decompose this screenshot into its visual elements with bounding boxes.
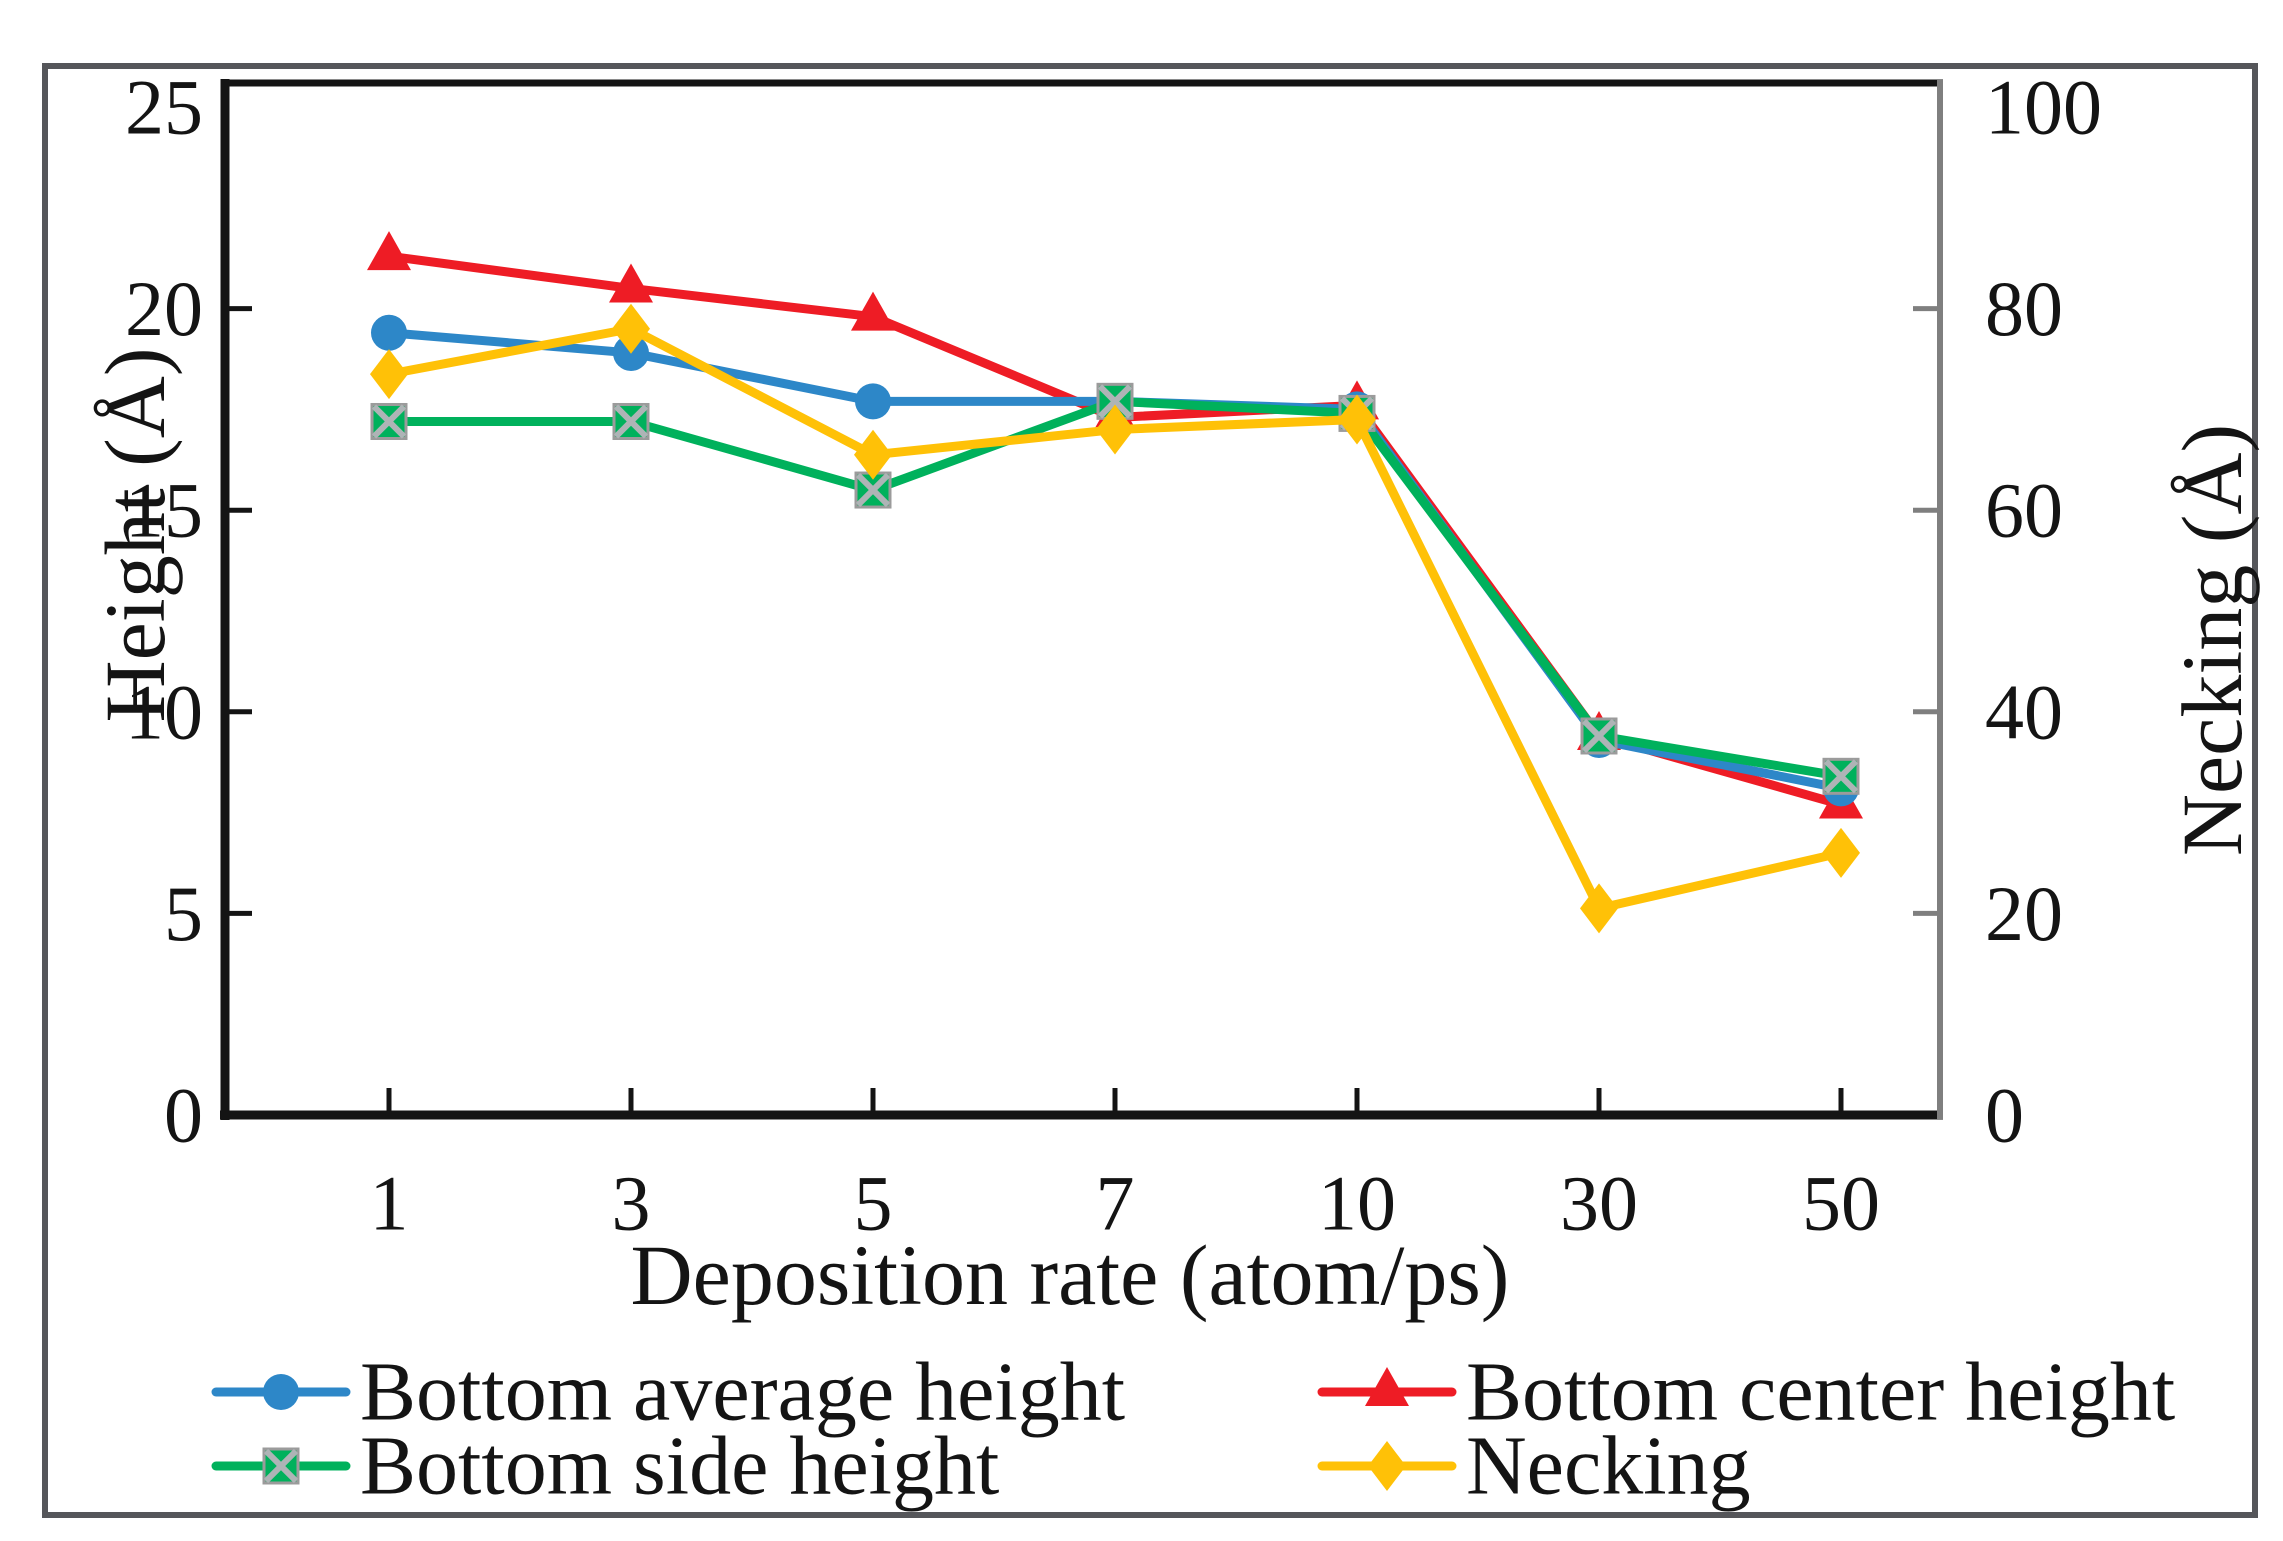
marker-diamond bbox=[854, 429, 892, 480]
legend-item-bottom-center-height: Bottom center height bbox=[1317, 1346, 2175, 1439]
legend-label: Bottom center height bbox=[1466, 1346, 2175, 1439]
legend-label: Bottom average height bbox=[360, 1346, 1125, 1439]
x-tick-label: 10 bbox=[1318, 1160, 1396, 1247]
x-tick-label: 7 bbox=[1096, 1160, 1135, 1247]
marker-triangle bbox=[609, 263, 653, 303]
y-right-tick-label: 80 bbox=[1985, 265, 2063, 352]
y-right-tick-label: 60 bbox=[1985, 467, 2063, 554]
y-left-tick-label: 5 bbox=[164, 870, 203, 957]
y-right-tick-label: 0 bbox=[1985, 1072, 2024, 1159]
legend-label: Bottom side height bbox=[360, 1420, 999, 1513]
y-left-tick-label: 25 bbox=[125, 64, 203, 151]
legend-label: Necking bbox=[1466, 1420, 1751, 1513]
series-line bbox=[384, 251, 1846, 810]
x-tick-label: 5 bbox=[854, 1160, 893, 1247]
marker-circle bbox=[263, 1374, 299, 1410]
figure-border bbox=[42, 63, 2258, 1518]
marker-diamond bbox=[612, 303, 650, 354]
x-axis: 1 3 5 7 10 30 50 bbox=[370, 1088, 1880, 1247]
y-right-tick-label: 100 bbox=[1985, 64, 2102, 151]
marker-circle bbox=[855, 383, 891, 420]
left-axis-title: Height (Å) bbox=[87, 348, 183, 723]
marker-square-x-stroke bbox=[1097, 384, 1133, 419]
y-left-tick-label: 15 bbox=[125, 467, 203, 554]
y-axis-right: 0 20 40 60 80 100 bbox=[1913, 64, 2102, 1159]
marker-diamond bbox=[370, 349, 408, 400]
marker-triangle bbox=[1365, 1367, 1409, 1406]
y-left-tick-label: 0 bbox=[164, 1072, 203, 1159]
y-left-tick-label: 10 bbox=[125, 668, 203, 755]
marker-diamond bbox=[1368, 1441, 1406, 1491]
right-axis-title: Necking (Å) bbox=[2164, 424, 2260, 856]
marker-square-x-stroke bbox=[1581, 718, 1617, 754]
x-tick-label: 30 bbox=[1560, 1160, 1638, 1247]
marker-square-x-stroke bbox=[371, 404, 407, 439]
y-right-tick-label: 40 bbox=[1985, 668, 2063, 755]
marker-diamond bbox=[1580, 883, 1618, 934]
series-necking bbox=[370, 303, 1860, 934]
legend-item-bottom-average-height: Bottom average height bbox=[211, 1346, 1125, 1439]
y-right-tick-label: 20 bbox=[1985, 870, 2063, 957]
legend-item-necking: Necking bbox=[1317, 1420, 1751, 1513]
series-bottom-center-height bbox=[367, 231, 1863, 819]
x-tick-label: 3 bbox=[612, 1160, 651, 1247]
marker-square-x-stroke bbox=[613, 404, 649, 439]
legend: Bottom average height Bottom center heigh… bbox=[211, 1346, 2175, 1513]
x-axis-title: Deposition rate (atom/ps) bbox=[631, 1227, 1510, 1323]
marker-square-x-stroke bbox=[263, 1448, 299, 1484]
marker-diamond bbox=[1096, 404, 1134, 455]
x-tick-label: 50 bbox=[1802, 1160, 1880, 1247]
marker-square-x-stroke bbox=[1823, 759, 1859, 794]
x-tick-label: 1 bbox=[370, 1160, 409, 1247]
marker-triangle bbox=[367, 231, 411, 271]
legend-item-bottom-side-height: Bottom side height bbox=[211, 1420, 999, 1513]
marker-triangle bbox=[851, 291, 895, 331]
marker-circle bbox=[371, 314, 407, 351]
marker-diamond bbox=[1338, 394, 1376, 445]
y-axis-left: 0 5 10 15 20 25 bbox=[125, 64, 252, 1159]
series-line bbox=[384, 396, 1846, 781]
y-left-tick-label: 20 bbox=[125, 265, 203, 352]
marker-diamond bbox=[1822, 827, 1860, 878]
marker-square-x-stroke bbox=[855, 472, 891, 508]
